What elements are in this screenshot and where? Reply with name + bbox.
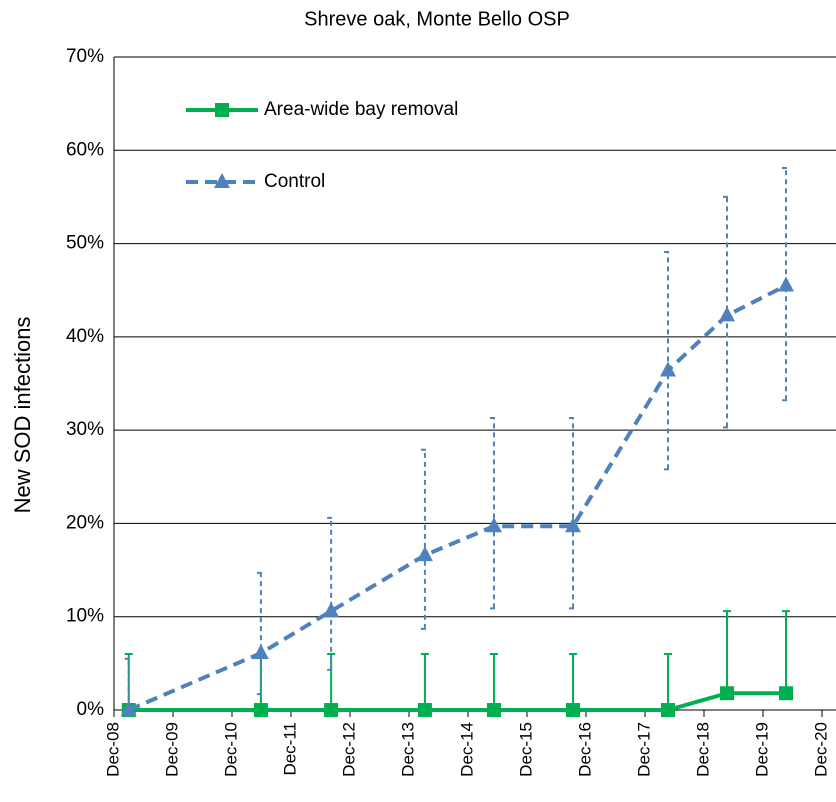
error-bar <box>256 571 265 696</box>
error-bar <box>782 610 791 695</box>
error-bar <box>664 653 673 711</box>
legend-marker <box>214 173 230 188</box>
error-bar <box>664 250 673 471</box>
series-line <box>128 691 787 712</box>
error-bar <box>489 653 498 711</box>
data-point <box>778 276 795 292</box>
series-line <box>127 283 787 712</box>
data-point <box>120 701 137 716</box>
error-bar <box>420 448 429 630</box>
y-tick-label: 10% <box>66 606 104 627</box>
y-tick-label: 50% <box>66 233 104 254</box>
x-tick-label: Dec-18 <box>693 722 712 777</box>
legend-label: Area-wide bay removal <box>264 99 458 120</box>
data-point <box>779 686 794 701</box>
data-point <box>417 703 432 717</box>
y-tick-label: 0% <box>77 699 105 720</box>
y-tick-label: 20% <box>66 512 104 533</box>
data-point <box>661 703 676 717</box>
data-point <box>720 686 735 701</box>
x-tick-label: Dec-11 <box>280 722 299 776</box>
data-point <box>252 644 269 660</box>
x-tick-label: Dec-09 <box>162 722 181 777</box>
error-bar <box>420 653 429 711</box>
error-bar <box>723 195 732 429</box>
error-bar <box>327 653 336 711</box>
error-bar <box>569 417 578 610</box>
y-tick-label: 40% <box>66 326 104 347</box>
error-bar <box>782 167 791 402</box>
x-tick-label: Dec-16 <box>575 722 594 777</box>
y-axis-label: New SOD infections <box>10 317 35 514</box>
data-point <box>253 703 268 717</box>
y-tick-label: 30% <box>66 419 104 440</box>
x-tick-label: Dec-13 <box>398 722 417 777</box>
x-tick-label: Dec-12 <box>339 722 358 777</box>
error-bar <box>569 653 578 711</box>
legend-marker <box>215 103 229 117</box>
x-tick-label: Dec-15 <box>516 722 535 777</box>
error-bar <box>327 516 336 671</box>
data-point <box>719 306 736 322</box>
data-point <box>323 602 340 618</box>
data-point <box>485 517 502 533</box>
data-point <box>566 703 581 717</box>
data-point <box>565 517 582 533</box>
chart-title: Shreve oak, Monte Bello OSP <box>304 8 570 30</box>
legend-label: Control <box>264 171 325 192</box>
y-tick-label: 70% <box>66 46 104 67</box>
x-tick-label: Dec-19 <box>752 722 771 777</box>
x-tick-label: Dec-08 <box>103 722 122 777</box>
data-point <box>486 703 501 717</box>
error-bar <box>489 417 498 610</box>
x-tick-label: Dec-17 <box>634 722 653 777</box>
data-point <box>324 703 339 717</box>
x-tick-label: Dec-10 <box>221 722 240 777</box>
x-tick-label: Dec-20 <box>811 722 830 777</box>
x-tick-label: Dec-14 <box>457 722 476 777</box>
data-point <box>660 361 677 377</box>
data-point <box>416 546 433 562</box>
y-tick-label: 60% <box>66 139 104 160</box>
error-bar <box>723 610 732 695</box>
